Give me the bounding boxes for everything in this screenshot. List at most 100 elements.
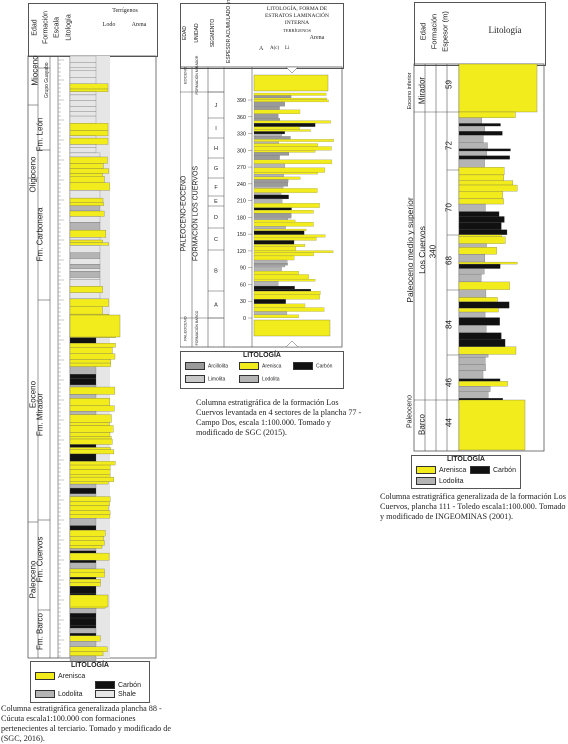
column-stratum xyxy=(69,152,101,158)
col88-fm-mirador: Fm. Mirador xyxy=(35,392,45,437)
column-stratum xyxy=(69,398,110,406)
column-stratum xyxy=(253,163,286,168)
column-stratum xyxy=(253,299,286,304)
column-stratum xyxy=(69,469,111,475)
column-stratum xyxy=(69,545,103,549)
col77-scale-label: 30 xyxy=(240,299,246,305)
col111-thk-70: 70 xyxy=(444,203,454,212)
column-stratum xyxy=(253,314,299,318)
col111-legend-carbon: Carbón xyxy=(470,466,516,474)
column-stratum xyxy=(458,211,500,217)
column-stratum xyxy=(69,562,97,570)
col77-segment-label: E xyxy=(214,199,218,205)
column-stratum xyxy=(69,237,101,241)
col77-legend-arenisca: Arenisca xyxy=(239,362,281,370)
column-stratum xyxy=(253,101,285,107)
column-stratum xyxy=(253,167,325,173)
col111-thk-44: 44 xyxy=(444,418,454,427)
column-stratum xyxy=(253,228,307,232)
column-stratum xyxy=(458,346,517,355)
col77-top-unit: FORMACIÓN MIRADOR xyxy=(195,55,199,95)
column-stratum xyxy=(253,274,309,280)
column-stratum xyxy=(69,422,110,426)
col88-legend-shale: Shale xyxy=(95,690,136,698)
column-stratum xyxy=(253,291,321,295)
column-stratum xyxy=(69,70,97,78)
column-stratum xyxy=(69,182,110,191)
column-stratum xyxy=(69,173,103,177)
column-stratum xyxy=(253,150,316,153)
column-stratum xyxy=(458,325,487,333)
column-stratum xyxy=(253,252,314,257)
column-stratum xyxy=(69,292,101,300)
column-stratum xyxy=(69,156,108,164)
column-stratum xyxy=(69,176,105,183)
col77-segment-label: C xyxy=(214,237,218,243)
col111-header-litologia: Litología xyxy=(488,25,522,35)
column-stratum xyxy=(458,317,500,326)
column-stratum xyxy=(253,172,318,175)
column-stratum xyxy=(69,496,111,503)
column-stratum xyxy=(458,150,487,156)
column-stratum xyxy=(253,270,299,275)
column-stratum xyxy=(253,109,301,114)
column-stratum xyxy=(69,464,111,470)
column-stratum xyxy=(253,129,311,132)
column-stratum xyxy=(69,432,111,437)
column-stratum xyxy=(69,268,101,272)
column-stratum xyxy=(458,191,503,199)
col77-frame xyxy=(180,66,343,348)
column-plancha-111: Edad Formación Espesor (m) Litología Eoc… xyxy=(375,0,568,733)
column-stratum xyxy=(253,198,283,204)
col111-thk-46: 46 xyxy=(444,378,454,387)
column-stratum xyxy=(458,243,487,248)
column-stratum xyxy=(69,552,110,561)
column-stratum xyxy=(253,234,326,238)
col88-column xyxy=(27,55,157,664)
column-stratum xyxy=(69,641,97,647)
col88-legend-carbon: Carbón xyxy=(95,681,141,689)
column-stratum xyxy=(69,481,109,485)
col111-age-paleoceno: Paleoceno xyxy=(406,394,414,429)
column-stratum xyxy=(69,577,97,580)
column-stratum xyxy=(253,188,318,193)
col77-legend-title: LITOLOGÍA xyxy=(243,352,281,359)
col111-graphic xyxy=(413,63,545,452)
column-stratum xyxy=(253,226,286,230)
column-stratum xyxy=(253,123,316,127)
column-stratum xyxy=(69,91,97,96)
column-stratum xyxy=(69,548,97,552)
column-stratum xyxy=(253,181,289,187)
col111-legend-title: LITOLOGÍA xyxy=(447,456,485,463)
col77-scale-label: 180 xyxy=(237,215,246,221)
col111-legend-arenisca: Arenisca xyxy=(416,466,466,474)
column-stratum xyxy=(458,263,501,269)
column-stratum xyxy=(69,518,97,526)
col77-scale-label: 300 xyxy=(237,148,246,154)
column-stratum xyxy=(458,229,508,235)
column-stratum xyxy=(69,279,101,287)
column-stratum xyxy=(69,536,104,541)
col77-segment-label: D xyxy=(214,215,218,221)
column-stratum xyxy=(253,266,282,272)
column-stratum xyxy=(69,378,97,386)
column-stratum xyxy=(253,259,288,264)
column-stratum xyxy=(458,301,510,309)
column-stratum xyxy=(69,229,107,238)
column-stratum xyxy=(458,142,488,149)
column-stratum xyxy=(253,136,291,140)
column-stratum xyxy=(69,625,97,629)
col77-segment-label: F xyxy=(214,185,218,191)
column-stratum xyxy=(253,159,332,165)
column-stratum xyxy=(69,510,111,515)
column-stratum xyxy=(253,207,292,211)
column-plancha-77: EDAD UNIDAD SEGMENTO ESPESOR ACUMULADO (… xyxy=(180,0,370,733)
column-stratum xyxy=(69,216,101,223)
column-stratum xyxy=(253,126,300,130)
column-stratum xyxy=(69,374,97,379)
column-stratum xyxy=(69,579,101,583)
column-stratum xyxy=(458,281,510,290)
col77-top-age: EOCENO xyxy=(182,66,188,85)
col77-scale-label: 60 xyxy=(240,282,246,288)
col77-legend-arcillolita: Arcillolita xyxy=(185,362,228,370)
